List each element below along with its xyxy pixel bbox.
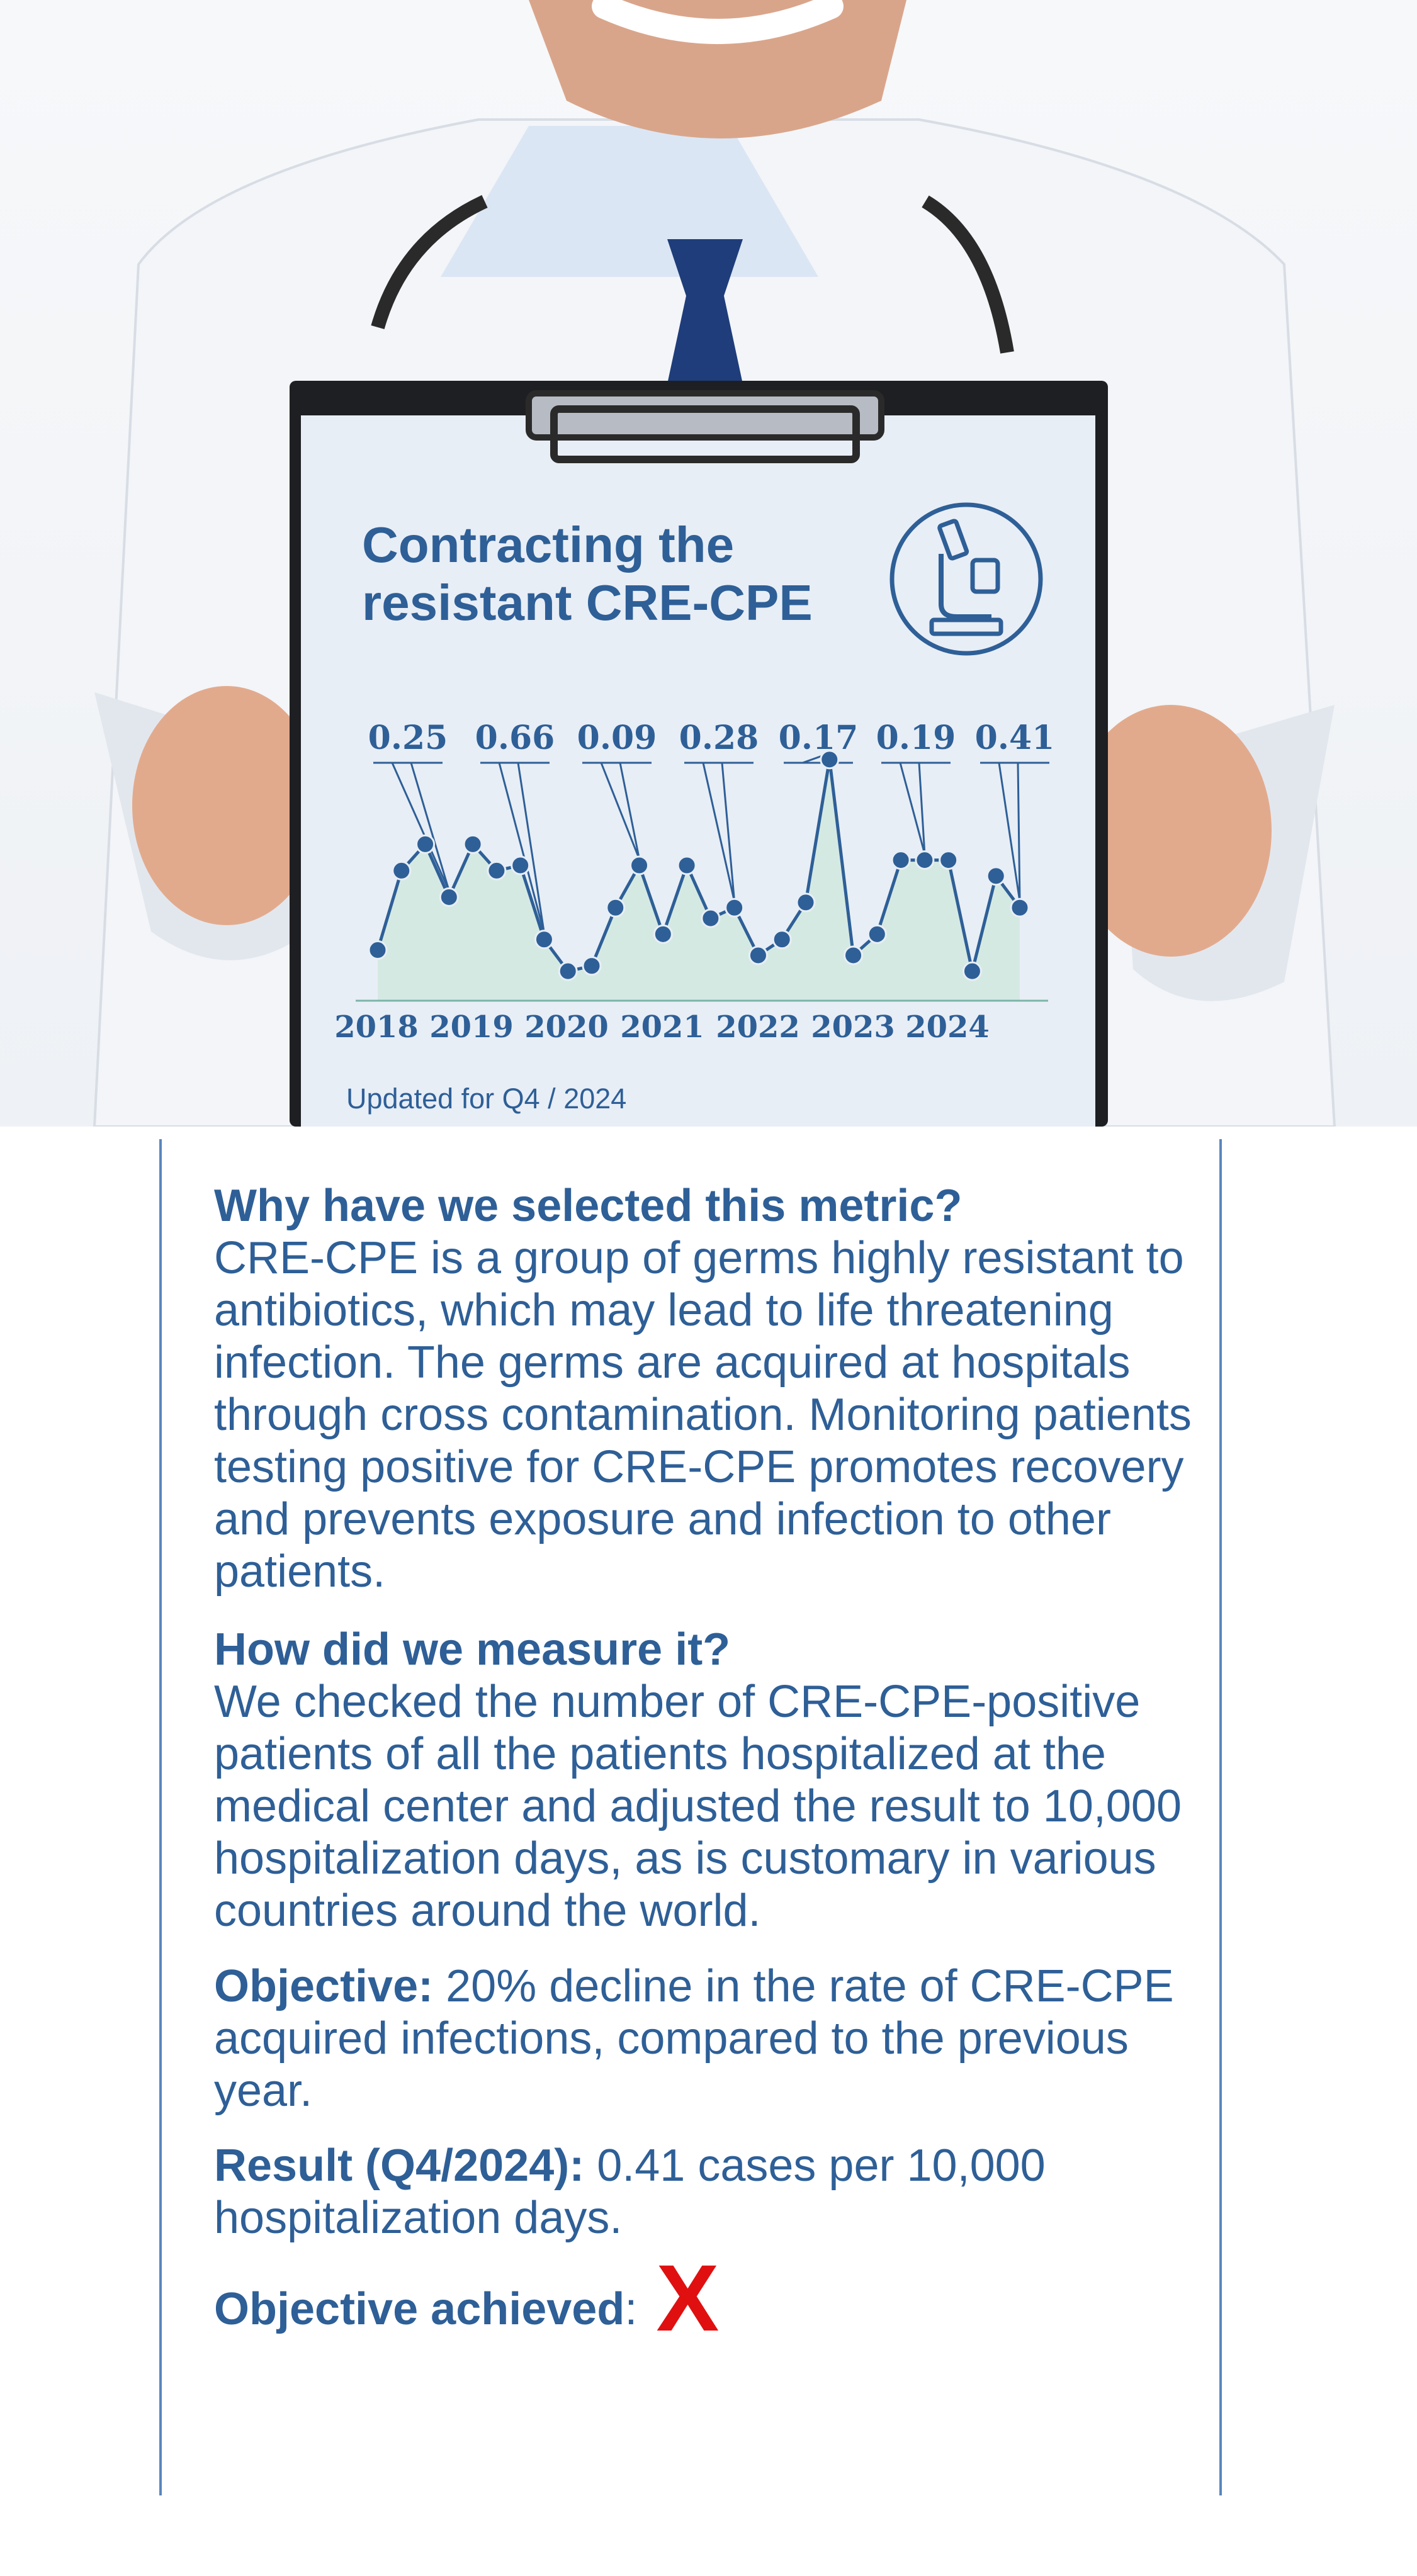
- chart-point: [392, 860, 412, 880]
- chart-point: [653, 924, 673, 944]
- chart-point: [772, 930, 792, 950]
- achieved-section: Objective achieved: X: [214, 2251, 1202, 2345]
- x-tick-label: 2018: [334, 1010, 419, 1045]
- chart-point: [534, 930, 554, 950]
- x-tick-label: 2020: [524, 1010, 609, 1045]
- how-section: How did we measure it? We checked the nu…: [214, 1624, 1202, 1937]
- x-tick-label: 2024: [905, 1010, 990, 1045]
- chart-point: [844, 945, 864, 965]
- how-body: We checked the number of CRE-CPE-positiv…: [214, 1677, 1182, 1936]
- chart-point: [986, 866, 1006, 886]
- card-title-line1: Contracting the: [362, 517, 735, 573]
- achieved-colon: :: [624, 2284, 638, 2334]
- how-heading: How did we measure it?: [214, 1624, 731, 1675]
- x-tick-label: 2021: [620, 1010, 704, 1045]
- chart-point: [962, 961, 982, 981]
- chart-series-line: [376, 759, 1022, 973]
- x-tick-label: 2019: [429, 1010, 514, 1045]
- chart-point: [725, 897, 745, 918]
- annual-value-label: 0.25: [368, 719, 448, 757]
- clipboard-clip: [526, 390, 884, 463]
- clipboard-paper: [301, 415, 1095, 1127]
- not-achieved-mark: X: [656, 2245, 720, 2351]
- chart-point: [629, 855, 650, 875]
- card-title-line2: resistant CRE-CPE: [362, 575, 813, 631]
- chart-point: [558, 961, 578, 981]
- objective-label: Objective:: [214, 1961, 434, 2011]
- annual-value-label: 0.28: [679, 719, 759, 757]
- chart-point: [1010, 897, 1030, 918]
- annual-value-label: 0.09: [577, 719, 657, 757]
- card-title: Contracting the resistant CRE-CPE: [362, 516, 929, 632]
- chart-point: [582, 956, 602, 976]
- chart-point: [511, 855, 531, 875]
- why-heading: Why have we selected this metric?: [214, 1181, 963, 1231]
- chart-point: [606, 897, 626, 918]
- achieved-label: Objective achieved: [214, 2284, 625, 2334]
- chart-point: [677, 855, 697, 875]
- info-panel: [159, 1139, 1222, 2495]
- chart-point: [368, 940, 388, 960]
- chart-point: [487, 860, 507, 880]
- rate-line-chart: 0.25 0.66 0.09 0.28 0.17 0.19 0.41 2018 2019 202…: [334, 719, 1055, 1045]
- why-body: CRE-CPE is a group of germs highly resis…: [214, 1233, 1192, 1597]
- chart-point: [701, 908, 721, 928]
- chart-point: [820, 750, 840, 770]
- chart-area: [378, 759, 1020, 1001]
- chart-point: [748, 945, 768, 965]
- chart-point: [915, 850, 935, 870]
- annual-value-label: 0.41: [975, 719, 1055, 757]
- annual-value-label: 0.17: [779, 719, 859, 757]
- result-section: Result (Q4/2024): 0.41 cases per 10,000 …: [214, 2140, 1202, 2244]
- annual-callout: [881, 762, 951, 854]
- why-section: Why have we selected this metric? CRE-CP…: [214, 1180, 1202, 1598]
- annual-value-label: 0.66: [475, 719, 555, 757]
- annual-value-label: 0.19: [876, 719, 956, 757]
- result-label: Result (Q4/2024):: [214, 2140, 585, 2191]
- updated-note: Updated for Q4 / 2024: [346, 1083, 627, 1115]
- objective-text: 20% decline in the rate of CRE-CPE acqui…: [214, 1961, 1174, 2116]
- x-tick-label: 2023: [811, 1010, 895, 1045]
- chart-point: [867, 924, 887, 944]
- result-text: 0.41 cases per 10,000 hospitalization da…: [214, 2140, 1046, 2243]
- objective-section: Objective: 20% decline in the rate of CR…: [214, 1960, 1202, 2117]
- chart-point: [463, 834, 483, 854]
- x-tick-label: 2022: [716, 1010, 800, 1045]
- chart-point: [439, 887, 459, 907]
- annual-callout: [582, 762, 652, 860]
- chart-point: [415, 834, 436, 854]
- chart-point: [939, 850, 959, 870]
- chart-point: [796, 892, 816, 913]
- microscope-icon: [889, 502, 1043, 656]
- chart-point: [891, 850, 911, 870]
